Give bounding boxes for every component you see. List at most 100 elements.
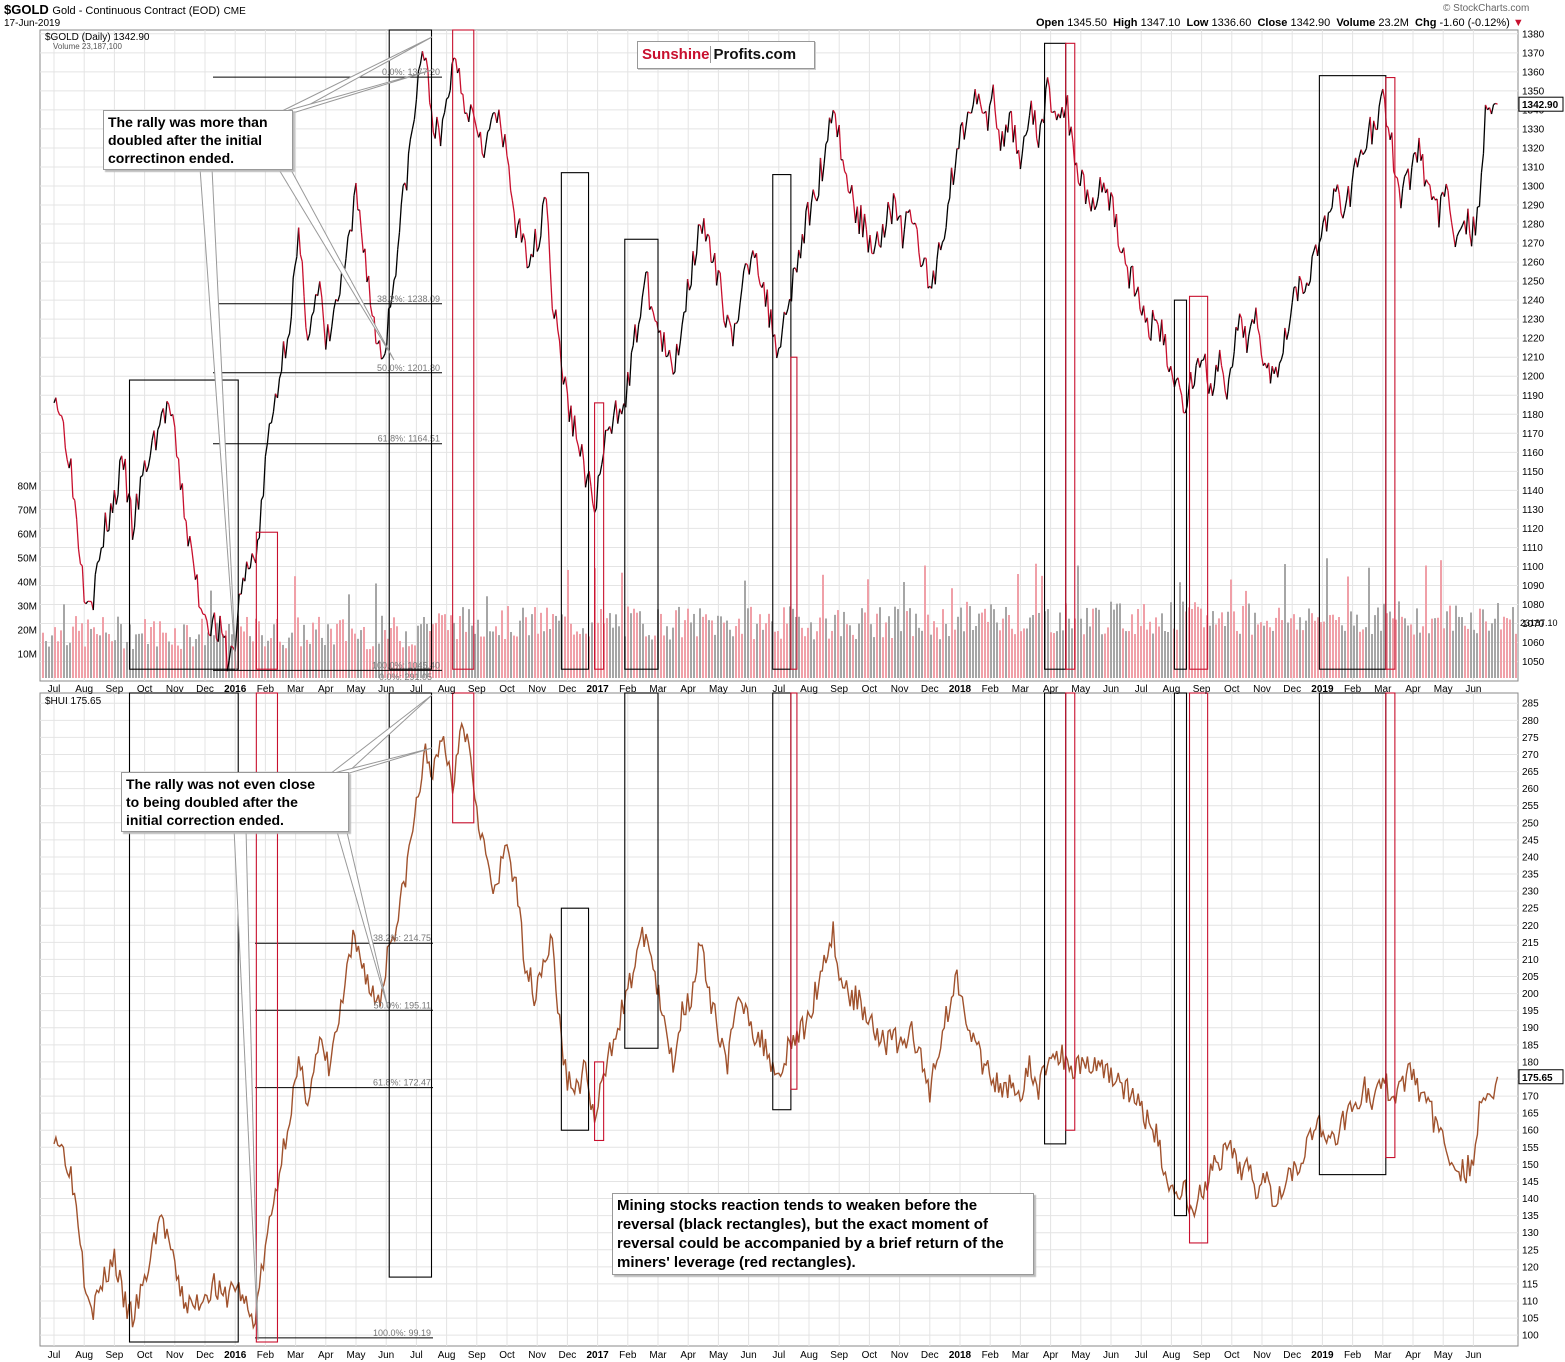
volume-bar bbox=[1299, 617, 1301, 678]
gold-price-segment bbox=[234, 622, 238, 652]
gold-price-segment bbox=[228, 645, 232, 661]
volume-bar bbox=[555, 615, 557, 678]
gold-price-segment bbox=[532, 228, 536, 258]
gold-price-segment bbox=[1244, 326, 1248, 353]
hui-x-tick: Feb bbox=[982, 1350, 1000, 1361]
gold-black-rect bbox=[128, 379, 239, 670]
gold-price-segment bbox=[900, 215, 904, 249]
volume-bar bbox=[1323, 621, 1325, 678]
volume-bar bbox=[243, 631, 245, 678]
gold-price-segment bbox=[1490, 104, 1495, 115]
gold-x-tick: May bbox=[709, 684, 728, 695]
gold-x-tick: Jun bbox=[1103, 684, 1119, 695]
gold-x-tick: Aug bbox=[800, 684, 818, 695]
description: Gold - Continuous Contract (EOD) bbox=[52, 5, 220, 17]
gold-x-tick: Mar bbox=[1374, 684, 1392, 695]
volume-bar bbox=[318, 616, 320, 678]
volume-bar bbox=[819, 617, 821, 678]
gold-price-segment bbox=[1342, 210, 1346, 219]
gold-price-segment bbox=[741, 270, 745, 289]
volume-bar bbox=[1140, 626, 1142, 678]
volume-bar bbox=[1176, 629, 1178, 678]
volume-bar bbox=[882, 637, 884, 678]
volume-bar bbox=[924, 565, 926, 678]
hui-y-tick: 150 bbox=[1522, 1160, 1539, 1171]
volume-bar bbox=[936, 627, 938, 678]
volume-bar bbox=[576, 631, 578, 678]
volume-bar bbox=[84, 646, 86, 678]
gold-x-tick: Feb bbox=[1344, 684, 1362, 695]
volume-bar bbox=[1143, 604, 1145, 678]
hui-y-tick: 250 bbox=[1522, 818, 1539, 829]
gold-price-segment bbox=[725, 314, 729, 328]
volume-bar bbox=[1077, 565, 1079, 678]
volume-bar bbox=[1344, 630, 1346, 678]
gold-price-segment bbox=[55, 397, 59, 411]
volume-bar bbox=[474, 633, 476, 678]
hui-y-tick: 220 bbox=[1522, 921, 1539, 932]
volume-bar bbox=[408, 646, 410, 678]
chart-header-symbol: $GOLD Gold - Continuous Contract (EOD) C… bbox=[4, 2, 246, 17]
volume-bar bbox=[771, 621, 773, 678]
gold-price-segment bbox=[1070, 126, 1074, 143]
gold-price-segment bbox=[1231, 351, 1235, 367]
gold-y-tick: 1130 bbox=[1522, 505, 1544, 516]
hui-fib-label: 61.8%: 172.47 bbox=[373, 1078, 431, 1088]
gold-price-segment bbox=[896, 216, 900, 221]
volume-bar bbox=[957, 616, 959, 678]
gold-price-segment bbox=[373, 316, 377, 344]
gold-price-segment bbox=[520, 233, 524, 243]
gold-price-segment bbox=[1079, 169, 1083, 187]
volume-bar bbox=[807, 627, 809, 678]
volume-bar bbox=[342, 619, 344, 678]
volume-bar bbox=[1101, 634, 1103, 678]
volume-bar bbox=[1017, 574, 1019, 678]
gold-price-segment bbox=[940, 242, 944, 251]
gold-price-segment bbox=[810, 189, 814, 204]
gold-price-segment bbox=[686, 278, 691, 291]
volume-bar bbox=[1164, 631, 1166, 678]
volume-bar bbox=[285, 648, 287, 678]
gold-price-segment bbox=[104, 512, 108, 532]
gold-black-rect bbox=[1173, 299, 1188, 670]
volume-bar bbox=[1461, 617, 1463, 678]
volume-bar bbox=[435, 622, 437, 678]
volume-bar bbox=[711, 620, 713, 678]
gold-price-segment bbox=[395, 249, 399, 276]
volume-bar bbox=[120, 624, 122, 678]
gold-price-segment bbox=[1007, 112, 1011, 133]
hui-x-tick: 2019 bbox=[1311, 1350, 1334, 1361]
gold-price-segment bbox=[748, 258, 752, 275]
volume-bar bbox=[528, 635, 530, 678]
volume-bar bbox=[1338, 617, 1340, 678]
gold-price-segment bbox=[1155, 319, 1159, 325]
volume-bar bbox=[495, 626, 497, 678]
volume-bar bbox=[138, 633, 140, 678]
volume-bar bbox=[546, 607, 548, 678]
volume-bar bbox=[1194, 602, 1196, 678]
gold-price-segment bbox=[108, 503, 112, 531]
gold-price-segment bbox=[597, 473, 601, 477]
gold-price-segment bbox=[1019, 153, 1023, 170]
volume-bar bbox=[666, 626, 668, 678]
gold-price-segment bbox=[988, 99, 993, 107]
gold-price-segment bbox=[1003, 124, 1007, 147]
volume-y-tick: 10M bbox=[18, 650, 37, 661]
hui-y-tick: 215 bbox=[1522, 938, 1539, 949]
hui-x-tick: Jun bbox=[378, 1350, 394, 1361]
gold-x-tick: Dec bbox=[1283, 684, 1301, 695]
gold-price-segment bbox=[204, 614, 208, 621]
exchange: CME bbox=[223, 6, 246, 17]
gold-price-segment bbox=[221, 632, 225, 638]
gold-price-segment bbox=[1199, 360, 1203, 368]
volume-bar bbox=[684, 620, 686, 678]
volume-bar bbox=[1026, 628, 1028, 678]
gold-price-segment bbox=[1103, 182, 1107, 194]
gold-price-segment bbox=[455, 58, 459, 74]
gold-x-tick: May bbox=[1434, 684, 1453, 695]
volume-bar bbox=[135, 634, 137, 678]
volume-bar bbox=[432, 624, 434, 678]
volume-bar bbox=[726, 620, 728, 678]
volume-bar bbox=[1068, 618, 1070, 678]
gold-price-segment bbox=[1378, 96, 1382, 107]
